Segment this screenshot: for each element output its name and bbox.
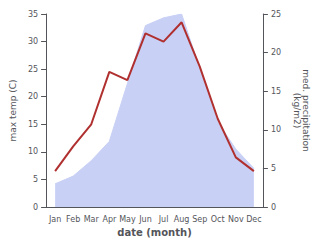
svg-text:Sep: Sep xyxy=(192,215,207,224)
svg-text:Jan: Jan xyxy=(48,215,61,224)
svg-text:Nov: Nov xyxy=(228,215,244,224)
svg-text:Jul: Jul xyxy=(158,215,169,224)
svg-text:Jun: Jun xyxy=(138,215,152,224)
svg-text:Aug: Aug xyxy=(174,215,190,224)
svg-text:5: 5 xyxy=(33,175,38,184)
svg-text:max temp (C): max temp (C) xyxy=(8,79,18,141)
svg-text:15: 15 xyxy=(271,87,281,96)
svg-text:date (month): date (month) xyxy=(117,227,191,238)
svg-text:Dec: Dec xyxy=(246,215,261,224)
svg-text:20: 20 xyxy=(271,48,281,57)
svg-text:May: May xyxy=(119,215,136,224)
svg-text:15: 15 xyxy=(28,120,38,129)
svg-text:25: 25 xyxy=(28,65,38,74)
svg-text:med. precipitation: med. precipitation xyxy=(300,69,311,152)
svg-text:(kg/m2): (kg/m2) xyxy=(292,93,302,128)
svg-text:Oct: Oct xyxy=(211,215,225,224)
svg-text:35: 35 xyxy=(28,10,38,19)
svg-text:20: 20 xyxy=(28,92,38,101)
svg-text:25: 25 xyxy=(271,10,281,19)
svg-text:30: 30 xyxy=(28,37,38,46)
svg-text:Feb: Feb xyxy=(66,215,80,224)
svg-text:5: 5 xyxy=(271,164,276,173)
svg-text:10: 10 xyxy=(271,125,281,134)
svg-text:Apr: Apr xyxy=(102,215,117,224)
svg-text:Mar: Mar xyxy=(84,215,100,224)
svg-text:0: 0 xyxy=(33,203,38,212)
svg-text:10: 10 xyxy=(28,147,38,156)
svg-text:0: 0 xyxy=(271,203,276,212)
